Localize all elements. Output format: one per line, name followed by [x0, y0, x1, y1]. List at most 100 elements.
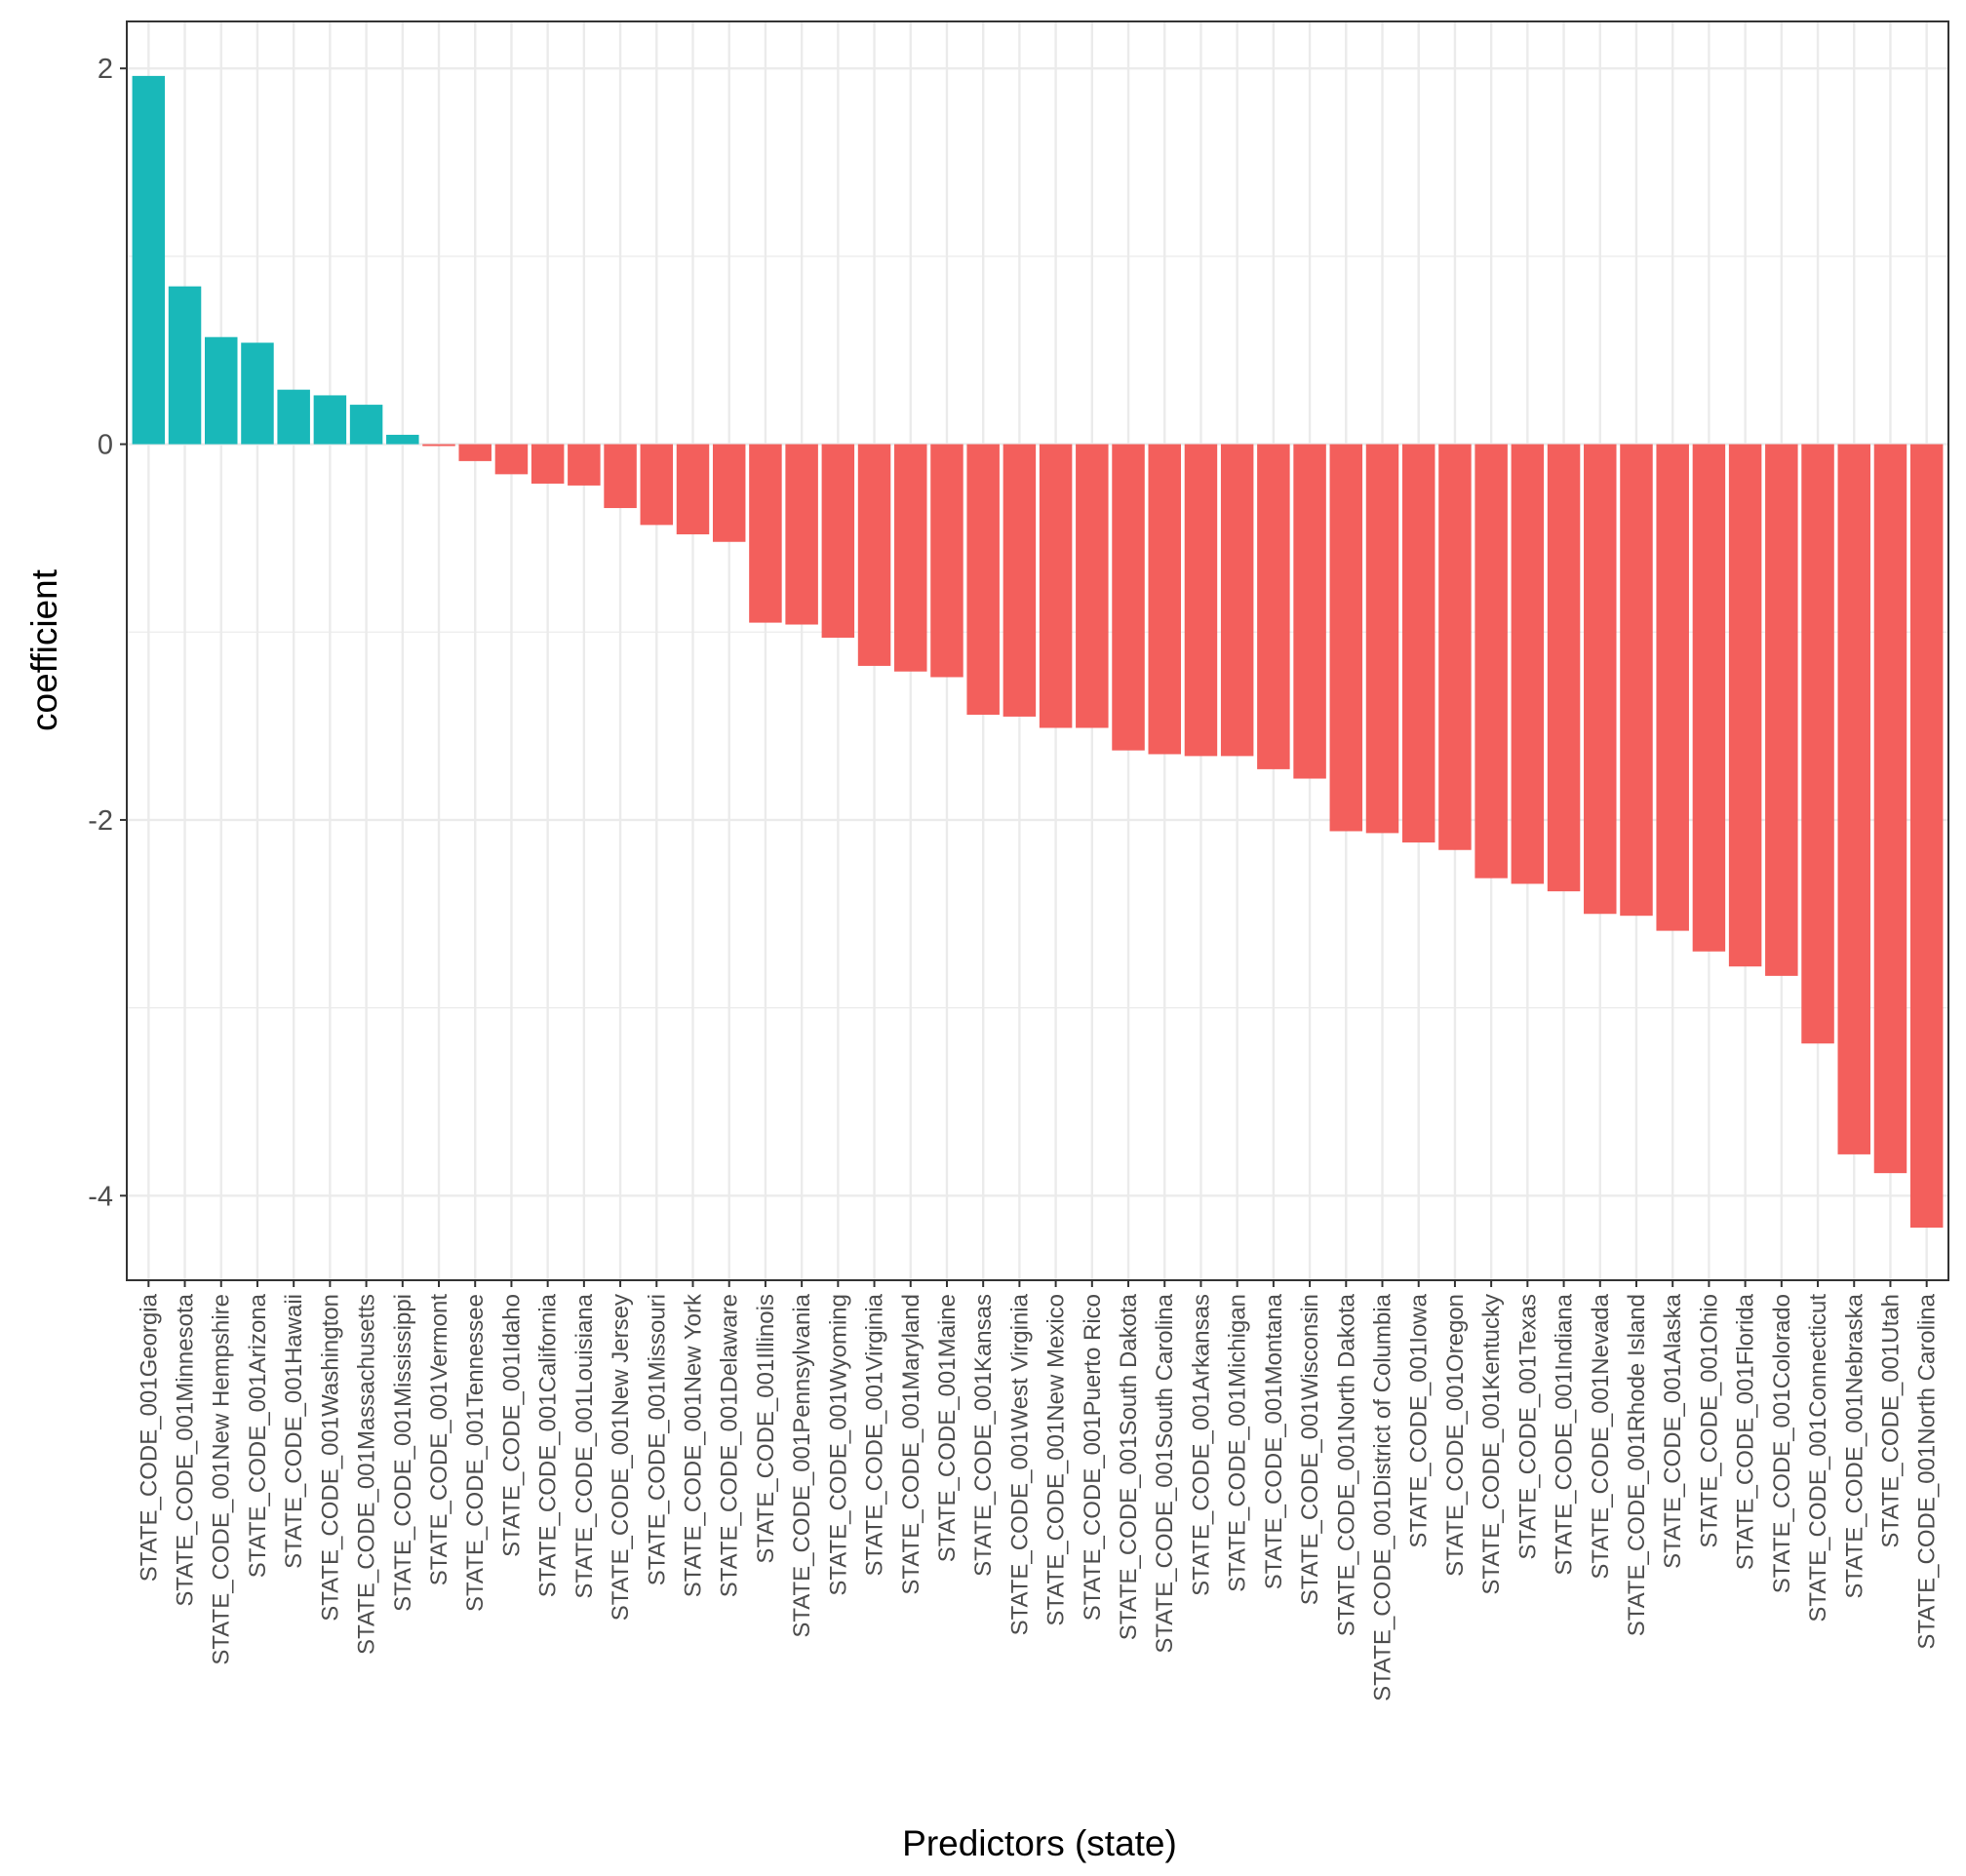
bar [168, 286, 202, 445]
bar [1801, 444, 1834, 1044]
x-tick-label: STATE_CODE_001Oregon [1442, 1294, 1469, 1577]
bar [1620, 444, 1653, 917]
x-tick-label: STATE_CODE_001Idaho [498, 1294, 525, 1557]
bar [604, 444, 637, 509]
bar [1656, 444, 1689, 931]
x-tick-label: STATE_CODE_001Florida [1733, 1293, 1759, 1570]
bar [1547, 444, 1581, 892]
x-tick-label: STATE_CODE_001Connecticut [1805, 1294, 1831, 1622]
bar [1584, 444, 1617, 915]
bar [568, 444, 601, 486]
x-tick-label: STATE_CODE_001Mississippi [390, 1294, 416, 1612]
bar [821, 444, 855, 639]
bar [712, 444, 746, 542]
x-tick-label: STATE_CODE_001Montana [1261, 1293, 1287, 1589]
x-tick-label: STATE_CODE_001Arkansas [1188, 1294, 1214, 1596]
bar [857, 444, 891, 666]
bar [1220, 444, 1254, 757]
x-tick-label: STATE_CODE_001South Dakota [1116, 1293, 1142, 1640]
x-tick-label: STATE_CODE_001Massachusetts [354, 1294, 380, 1655]
bar [1148, 444, 1181, 755]
y-axis-title: coefficient [24, 568, 64, 731]
x-tick-label: STATE_CODE_001New York [680, 1293, 706, 1597]
bar [132, 75, 166, 445]
bar [1765, 444, 1798, 976]
bar [1837, 444, 1870, 1154]
x-tick-label: STATE_CODE_001New Hempshire [209, 1294, 235, 1665]
bar [1511, 444, 1545, 884]
bar [1401, 444, 1435, 843]
x-tick-label: STATE_CODE_001Hawaii [281, 1294, 307, 1569]
x-tick-label: STATE_CODE_001Delaware [717, 1294, 743, 1597]
x-tick-label: STATE_CODE_001South Carolina [1152, 1293, 1178, 1653]
bar [1728, 444, 1762, 967]
x-tick-label: STATE_CODE_001District of Columbia [1370, 1293, 1396, 1701]
bar [1909, 444, 1944, 1229]
bar [313, 395, 347, 445]
x-tick-label: STATE_CODE_001Tennessee [462, 1294, 489, 1612]
x-tick-label: STATE_CODE_001Alaska [1660, 1293, 1686, 1569]
y-tick-label: -2 [88, 805, 113, 837]
y-tick-label: 2 [98, 54, 113, 85]
x-tick-label: STATE_CODE_001Colorado [1769, 1294, 1795, 1593]
x-tick-label: STATE_CODE_001Utah [1877, 1294, 1904, 1548]
x-tick-label: STATE_CODE_001West Virginia [1006, 1293, 1033, 1635]
x-tick-label: STATE_CODE_001Nebraska [1841, 1293, 1868, 1598]
bar [1257, 444, 1290, 769]
panel-border [126, 20, 1949, 1281]
bar [1184, 444, 1218, 757]
x-tick-label: STATE_CODE_001North Carolina [1914, 1293, 1941, 1649]
x-tick-label: STATE_CODE_001Texas [1514, 1294, 1541, 1560]
x-tick-label: STATE_CODE_001Illinois [753, 1294, 779, 1564]
x-axis-title: Predictors (state) [902, 1823, 1177, 1863]
bar [241, 342, 274, 445]
x-tick-label: STATE_CODE_001California [535, 1293, 562, 1597]
y-tick-label: -4 [88, 1181, 113, 1212]
x-tick-label: STATE_CODE_001Kentucky [1478, 1294, 1505, 1595]
x-tick-label: STATE_CODE_001New Mexico [1043, 1294, 1070, 1626]
bar [458, 444, 492, 461]
x-tick-label: STATE_CODE_001North Dakota [1333, 1293, 1359, 1636]
bar [494, 444, 529, 475]
x-tick-label: STATE_CODE_001Maine [934, 1294, 961, 1562]
bar [386, 434, 419, 445]
x-tick-label: STATE_CODE_001Louisiana [571, 1293, 598, 1598]
bar [1873, 444, 1907, 1174]
bar [1329, 444, 1363, 832]
x-tick-label: STATE_CODE_001Puerto Rico [1080, 1294, 1106, 1621]
x-tick-label: STATE_CODE_001New Jersey [608, 1294, 634, 1621]
bar [966, 444, 1000, 716]
bar [1293, 444, 1326, 779]
bar [894, 444, 927, 672]
bar [785, 444, 818, 625]
bars [132, 75, 1944, 1229]
x-tick-label: STATE_CODE_001Wisconsin [1297, 1294, 1323, 1605]
bar [749, 444, 782, 623]
x-axis: STATE_CODE_001Georgia STATE_CODE_001Minne… [136, 1280, 1941, 1701]
bar [277, 389, 310, 445]
bar [1003, 444, 1037, 717]
bar [1438, 444, 1472, 850]
x-tick-label: STATE_CODE_001Washington [317, 1294, 343, 1622]
y-tick-label: 0 [98, 430, 113, 461]
x-tick-label: STATE_CODE_001Iowa [1406, 1293, 1433, 1547]
x-tick-label: STATE_CODE_001Virginia [862, 1293, 888, 1576]
x-tick-label: STATE_CODE_001Rhode Island [1624, 1294, 1650, 1636]
x-tick-label: STATE_CODE_001Ohio [1696, 1294, 1722, 1548]
y-axis: 2 0 -2 -4 [88, 54, 127, 1212]
grid-major [127, 21, 1948, 1280]
bar [1474, 444, 1508, 879]
bar [676, 444, 710, 535]
bar [930, 444, 963, 678]
x-tick-label: STATE_CODE_001Maryland [898, 1294, 924, 1595]
x-tick-label: STATE_CODE_001Minnesota [173, 1293, 199, 1606]
x-tick-label: STATE_CODE_001Vermont [426, 1294, 452, 1586]
bar [422, 444, 455, 447]
bar [1365, 444, 1399, 834]
bar [531, 444, 565, 485]
bar [1112, 444, 1145, 751]
x-tick-label: STATE_CODE_001Wyoming [825, 1294, 851, 1596]
x-tick-label: STATE_CODE_001Pennsylvania [789, 1293, 815, 1637]
